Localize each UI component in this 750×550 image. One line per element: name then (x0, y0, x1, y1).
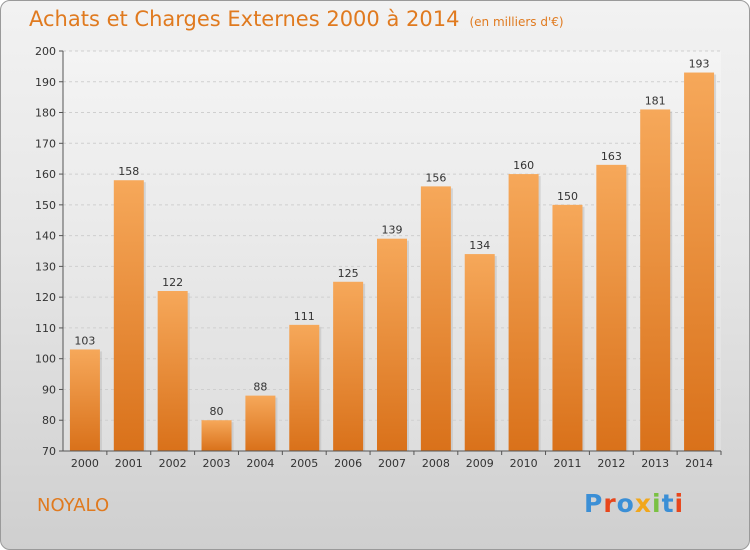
y-tick-label: 90 (42, 383, 56, 396)
y-tick-label: 190 (35, 76, 56, 89)
x-tick-label: 2002 (159, 457, 187, 470)
y-tick-label: 120 (35, 291, 56, 304)
y-tick-label: 170 (35, 137, 56, 150)
logo-letter: i (652, 489, 662, 518)
bar-value-label: 125 (338, 267, 359, 280)
bar-value-label: 111 (294, 310, 315, 323)
chart-subtitle: (en milliers d'€) (469, 15, 564, 29)
bar (420, 186, 451, 451)
x-tick-label: 2008 (422, 457, 450, 470)
y-tick-label: 100 (35, 353, 56, 366)
bar (201, 420, 232, 451)
bar (113, 180, 144, 451)
logo-letter: o (616, 489, 635, 518)
y-tick-label: 110 (35, 322, 56, 335)
bar (508, 174, 539, 452)
bar (552, 204, 583, 451)
bar (464, 254, 495, 451)
x-tick-label: 2005 (290, 457, 318, 470)
bar (289, 324, 320, 451)
x-tick-label: 2000 (71, 457, 99, 470)
x-tick-label: 2001 (115, 457, 143, 470)
y-tick-label: 150 (35, 199, 56, 212)
bar-value-label: 134 (469, 239, 490, 252)
x-tick-label: 2013 (641, 457, 669, 470)
bar-value-label: 103 (74, 334, 95, 347)
place-name: NOYALO (37, 495, 110, 516)
bar-value-label: 160 (513, 159, 534, 172)
y-tick-label: 160 (35, 168, 56, 181)
bar-value-label: 163 (601, 150, 622, 163)
logo-letter: r (603, 489, 617, 518)
bar-value-label: 158 (118, 165, 139, 178)
x-tick-label: 2006 (334, 457, 362, 470)
x-tick-label: 2004 (246, 457, 274, 470)
y-tick-label: 130 (35, 260, 56, 273)
x-tick-label: 2010 (510, 457, 538, 470)
bar (596, 164, 627, 451)
bar (245, 395, 276, 451)
bar-value-label: 193 (689, 58, 710, 71)
bar (640, 109, 671, 451)
x-tick-label: 2007 (378, 457, 406, 470)
logo-letter: P (584, 489, 604, 518)
y-tick-label: 70 (42, 445, 56, 458)
bar-value-label: 88 (253, 381, 267, 394)
bar (377, 238, 407, 451)
bar (684, 72, 715, 452)
y-tick-label: 80 (42, 414, 56, 427)
y-tick-label: 140 (35, 230, 56, 243)
logo-letter: i (674, 489, 685, 518)
chart-title: Achats et Charges Externes 2000 à 2014 (e… (29, 7, 564, 31)
bar-value-label: 156 (425, 171, 446, 184)
chart-title-text: Achats et Charges Externes 2000 à 2014 (29, 7, 460, 31)
logo-letter: x (634, 489, 652, 518)
bar-value-label: 181 (645, 94, 666, 107)
x-tick-label: 2009 (466, 457, 494, 470)
bar-value-label: 80 (210, 405, 224, 418)
bar (157, 291, 188, 451)
x-tick-label: 2011 (553, 457, 581, 470)
y-tick-label: 180 (35, 107, 56, 120)
bar-value-label: 122 (162, 276, 183, 289)
bar-value-label: 150 (557, 190, 578, 203)
x-tick-label: 2003 (203, 457, 231, 470)
logo-letter: t (661, 489, 675, 518)
x-tick-label: 2014 (685, 457, 713, 470)
bar (69, 349, 100, 451)
x-tick-label: 2012 (597, 457, 625, 470)
bar (333, 281, 364, 451)
bar-value-label: 139 (382, 224, 403, 237)
y-tick-label: 200 (35, 45, 56, 58)
proxiti-logo: Proxiti (584, 489, 684, 518)
